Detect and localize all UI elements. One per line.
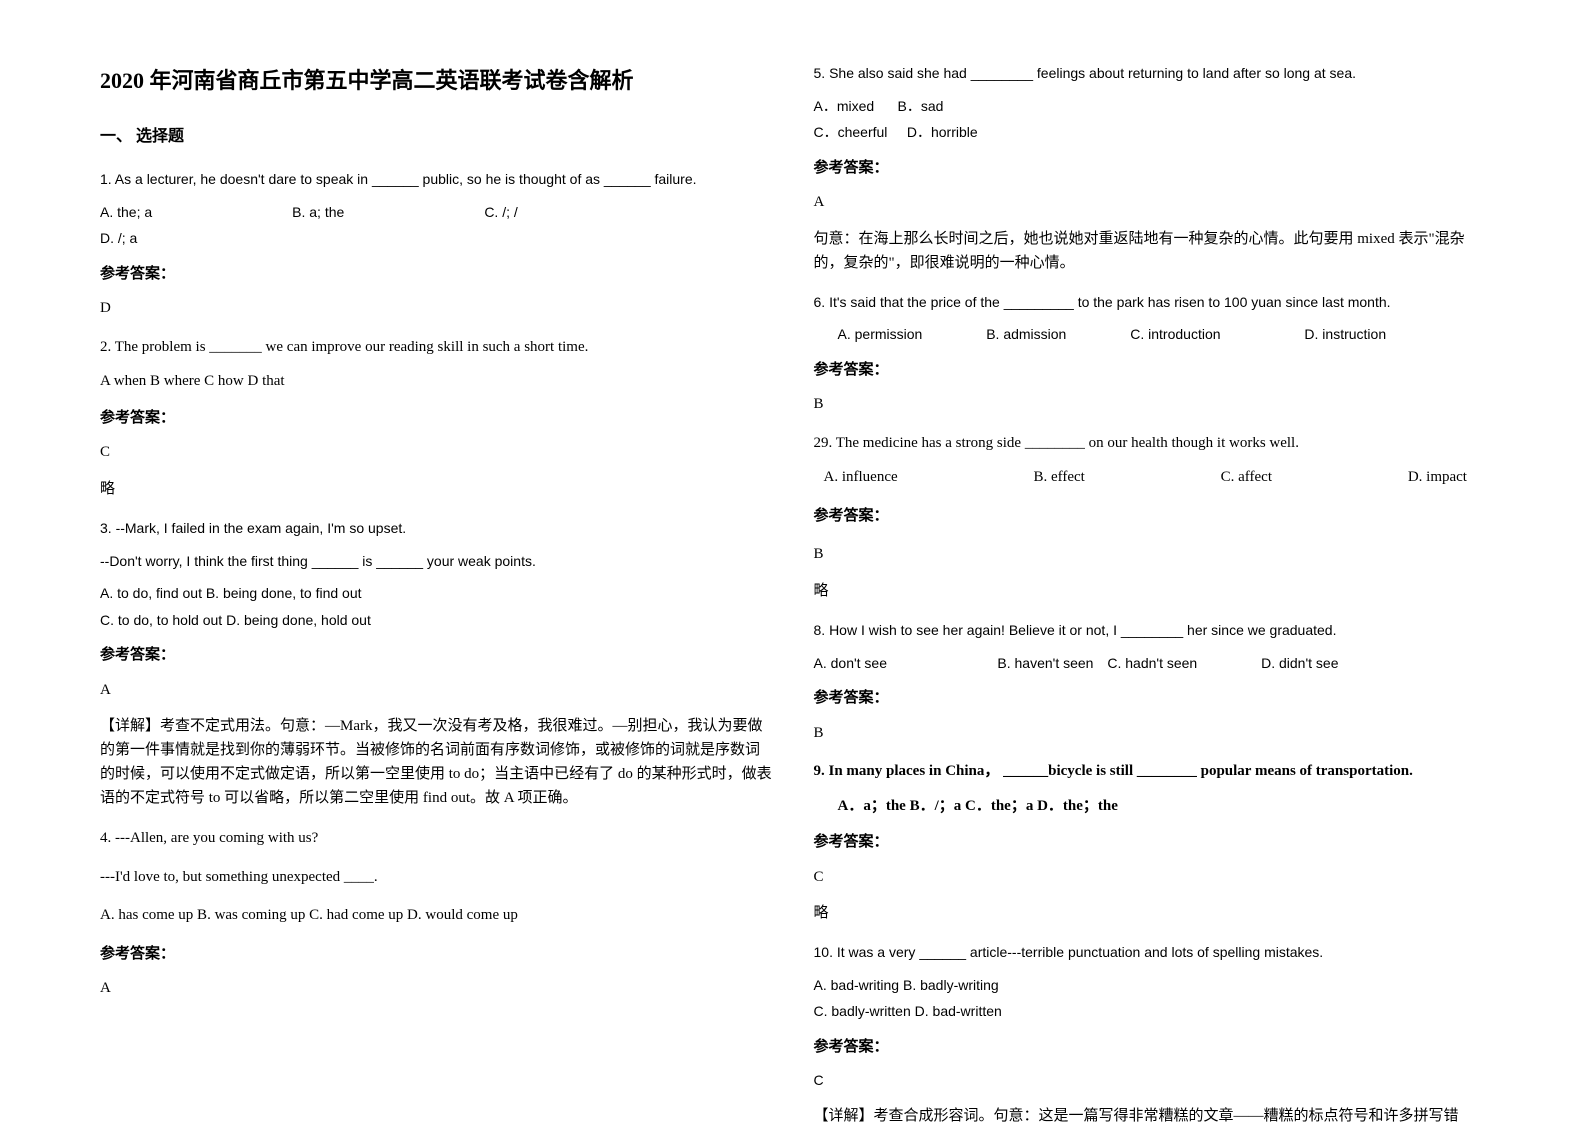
q7-ans: B (814, 540, 1488, 569)
q9-options: A．a；the B．/；a C．the；a D．the；the (814, 792, 1488, 821)
q5-opts-ab: A．mixed B．sad (814, 93, 1488, 120)
q9-note: 略 (814, 901, 1488, 925)
q8-ans: B (814, 719, 1488, 748)
q5-opt-d: D．horrible (907, 124, 978, 140)
q2-text: 2. The problem is _______ we can improve… (100, 333, 774, 362)
q7-text: 29. The medicine has a strong side _____… (814, 429, 1488, 458)
q8-opt-a: A. don't see (814, 650, 994, 677)
q9-text: 9. In many places in China， ______bicycl… (814, 757, 1488, 786)
q1-ans-label: 参考答案： (100, 260, 774, 289)
q7-options: A. influence B. effect C. affect D. impa… (814, 463, 1488, 492)
q5-opt-c: C．cheerful (814, 124, 888, 140)
q3-opts-ab: A. to do, find out B. being done, to fin… (100, 580, 774, 607)
q4-text2: ---I'd love to, but something unexpected… (100, 863, 774, 892)
q7-note: 略 (814, 579, 1488, 603)
q1-opt-b: B. a; the (292, 199, 344, 226)
q3-opts-cd: C. to do, to hold out D. being done, hol… (100, 607, 774, 634)
q3-text: 3. --Mark, I failed in the exam again, I… (100, 515, 774, 542)
q7-opt-a: A. influence (824, 463, 898, 492)
q6-options: A. permission B. admission C. introducti… (814, 321, 1488, 348)
q1-text: 1. As a lecturer, he doesn't dare to spe… (100, 166, 774, 193)
q10-text: 10. It was a very ______ article---terri… (814, 939, 1488, 966)
q2-ans: C (100, 438, 774, 467)
q2-note: 略 (100, 477, 774, 501)
q5-opts-cd: C．cheerful D．horrible (814, 119, 1488, 146)
q6-opt-d: D. instruction (1304, 326, 1386, 342)
q9-ans: C (814, 863, 1488, 892)
q4-options: A. has come up B. was coming up C. had c… (100, 901, 774, 930)
q8-opt-d: D. didn't see (1261, 655, 1338, 671)
q7-ans-label: 参考答案： (814, 502, 1488, 531)
q10-ans-label: 参考答案： (814, 1033, 1488, 1062)
left-column: 2020 年河南省商丘市第五中学高二英语联考试卷含解析 一、 选择题 1. As… (80, 60, 794, 1082)
page-title: 2020 年河南省商丘市第五中学高二英语联考试卷含解析 (100, 60, 774, 102)
q1-options: A. the; a B. a; the C. /; / D. /; a (100, 199, 774, 252)
q6-ans: B (814, 390, 1488, 419)
right-column: 5. She also said she had ________ feelin… (794, 60, 1508, 1082)
q6-opt-b: B. admission (986, 326, 1066, 342)
q9-ans-label: 参考答案： (814, 828, 1488, 857)
q2-ans-label: 参考答案： (100, 404, 774, 433)
q7-opt-c: C. affect (1221, 463, 1272, 492)
q5-explain: 句意：在海上那么长时间之后，她也说她对重返陆地有一种复杂的心情。此句要用 mix… (814, 227, 1488, 275)
q1-ans: D (100, 294, 774, 323)
q5-opt-a: A．mixed (814, 98, 875, 114)
q3-text2: --Don't worry, I think the first thing _… (100, 548, 774, 575)
q8-opt-c: C. hadn't seen (1107, 655, 1197, 671)
q6-text: 6. It's said that the price of the _____… (814, 289, 1488, 316)
q6-opt-a: A. permission (838, 326, 923, 342)
q1-opt-c: C. /; / (484, 199, 517, 226)
q5-ans-label: 参考答案： (814, 154, 1488, 183)
q8-ans-label: 参考答案： (814, 684, 1488, 713)
q4-ans-label: 参考答案： (100, 940, 774, 969)
q3-ans-label: 参考答案： (100, 641, 774, 670)
q10-opts-ab: A. bad-writing B. badly-writing (814, 972, 1488, 999)
q3-ans: A (100, 676, 774, 705)
q7-opt-d: D. impact (1408, 463, 1467, 492)
q10-ans: C (814, 1067, 1488, 1094)
section-heading: 一、 选择题 (100, 122, 774, 152)
q8-opt-b: B. haven't seen (997, 655, 1093, 671)
q5-opt-b: B．sad (898, 98, 944, 114)
q8-text: 8. How I wish to see her again! Believe … (814, 617, 1488, 644)
q10-opts-cd: C. badly-written D. bad-written (814, 998, 1488, 1025)
q1-opt-a: A. the; a (100, 199, 152, 226)
q8-options: A. don't see B. haven't seen C. hadn't s… (814, 650, 1488, 677)
q5-ans: A (814, 188, 1488, 217)
q6-ans-label: 参考答案： (814, 356, 1488, 385)
q2-options: A when B where C how D that (100, 367, 774, 396)
q7-opt-b: B. effect (1033, 463, 1084, 492)
q3-explain: 【详解】考查不定式用法。句意：—Mark，我又一次没有考及格，我很难过。—别担心… (100, 714, 774, 810)
q5-text: 5. She also said she had ________ feelin… (814, 60, 1488, 87)
q4-text: 4. ---Allen, are you coming with us? (100, 824, 774, 853)
q1-opt-d: D. /; a (100, 225, 137, 252)
q4-ans: A (100, 974, 774, 1003)
q6-opt-c: C. introduction (1130, 326, 1220, 342)
q10-explain: 【详解】考查合成形容词。句意：这是一篇写得非常糟糕的文章——糟糕的标点符号和许多… (814, 1104, 1488, 1128)
